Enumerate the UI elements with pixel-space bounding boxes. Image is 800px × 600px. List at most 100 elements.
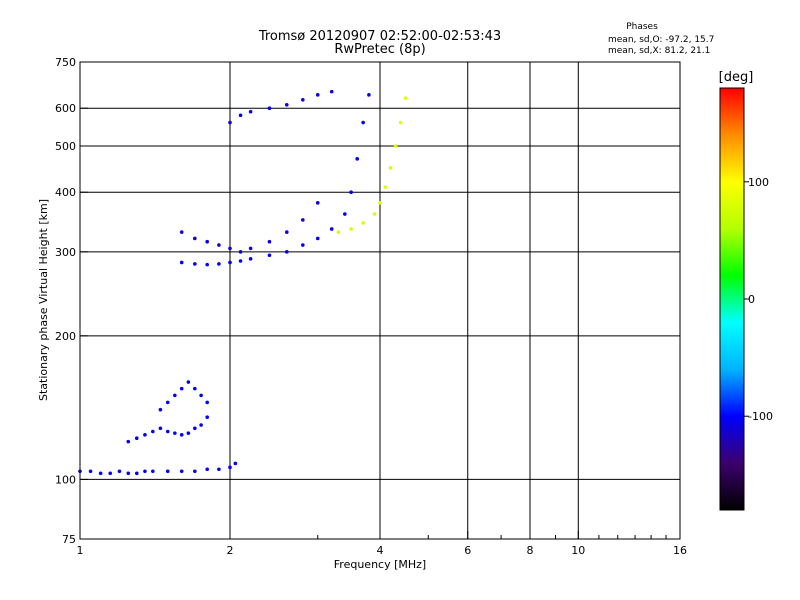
echo-point <box>315 201 320 205</box>
echo-point <box>158 407 163 412</box>
echo-point <box>301 243 305 247</box>
echo-point <box>199 393 203 398</box>
echo-point <box>217 262 221 266</box>
echo-point <box>378 201 382 205</box>
echo-point <box>217 243 221 247</box>
echo-point <box>205 467 209 472</box>
colorbar <box>719 87 745 511</box>
echo-point <box>393 144 398 148</box>
echo-point <box>134 471 139 476</box>
echo-point <box>329 227 334 231</box>
echo-point <box>329 89 334 94</box>
phases-o-stats: mean, sd,O: -97.2, 15.7 <box>608 35 714 45</box>
echo-point <box>165 429 170 434</box>
echo-point <box>117 469 122 474</box>
y-axis-label: Stationary phase Virtual Height [km] <box>37 199 50 401</box>
y-tick-label: 400 <box>55 186 76 199</box>
echo-point <box>233 461 238 466</box>
y-axis: 75 100 200 300 400 500 600 750 <box>55 56 88 546</box>
echo-point <box>267 253 272 258</box>
x-tick-label: 8 <box>527 544 534 557</box>
y-tick-label: 100 <box>55 473 76 486</box>
echo-point <box>228 120 232 125</box>
phases-title: Phases <box>626 22 658 32</box>
echo-point <box>165 400 170 405</box>
echo-point <box>336 230 341 234</box>
echo-point <box>361 120 365 125</box>
echo-point <box>361 221 365 225</box>
echo-point <box>193 469 197 474</box>
chart-title: Tromsø 20120907 02:52:00-02:53:43 <box>258 29 501 44</box>
echo-point <box>238 113 243 118</box>
colorbar-tick-label: 0 <box>748 293 755 306</box>
echo-point <box>238 250 243 254</box>
echo-point <box>126 439 131 444</box>
y-tick-label: 200 <box>55 330 76 343</box>
echo-point <box>179 260 184 265</box>
y-tick-label: 600 <box>55 102 76 115</box>
y-tick-label: 750 <box>55 56 76 69</box>
chart-subtitle: RwPretec (8p) <box>334 42 425 57</box>
echo-point <box>98 471 103 476</box>
echo-point <box>301 97 305 102</box>
colorbar-label: [deg] <box>719 70 754 85</box>
echo-point <box>205 400 209 405</box>
y-tick-label: 300 <box>55 246 76 259</box>
x-axis-label: Frequency [MHz] <box>334 558 426 571</box>
echo-point <box>179 433 184 437</box>
echo-point <box>355 157 359 161</box>
echo-point <box>267 239 272 244</box>
echo-point <box>158 426 163 431</box>
x-tick-label: 2 <box>227 544 234 557</box>
echo-point <box>284 230 289 234</box>
echo-point <box>151 429 155 434</box>
echo-point <box>372 212 377 216</box>
echo-point <box>343 212 347 216</box>
x-axis: 1 2 4 6 8 10 16 <box>77 531 687 557</box>
echo-point <box>383 185 388 189</box>
echo-point <box>165 469 170 474</box>
echo-point <box>367 93 371 97</box>
echo-point <box>284 250 289 254</box>
echo-point <box>88 469 93 474</box>
echo-point <box>284 103 289 107</box>
phases-x-stats: mean, sd,X: 81.2, 21.1 <box>608 46 710 56</box>
x-tick-label: 6 <box>464 544 471 557</box>
x-tick-label: 1 <box>77 544 84 557</box>
x-tick-label: 4 <box>377 544 384 557</box>
echo-point <box>205 262 209 267</box>
echo-point <box>228 260 232 265</box>
echo-point <box>143 433 147 437</box>
y-tick-label: 75 <box>62 533 76 546</box>
echo-point <box>199 423 203 427</box>
echo-point <box>179 469 184 474</box>
colorbar-ticks: 100 0 -100 <box>744 176 773 423</box>
echo-point <box>193 386 197 391</box>
x-tick-label: 10 <box>571 544 585 557</box>
echo-point <box>267 106 272 111</box>
echo-point <box>108 471 113 476</box>
colorbar-tick-label: -100 <box>748 410 773 423</box>
data-points <box>78 89 408 476</box>
echo-point <box>143 469 147 474</box>
echo-point <box>186 431 191 435</box>
echo-point <box>151 469 155 474</box>
echo-point <box>173 431 177 435</box>
echo-point <box>228 465 232 470</box>
echo-point <box>217 467 221 472</box>
echo-point <box>134 436 139 441</box>
x-tick-label: 16 <box>673 544 687 557</box>
echo-point <box>179 230 184 234</box>
echo-point <box>205 415 209 420</box>
echo-point <box>126 471 131 476</box>
echo-point <box>193 236 197 241</box>
echo-point <box>315 93 320 97</box>
echo-point <box>349 190 353 195</box>
echo-point <box>238 259 243 263</box>
echo-point <box>248 257 253 261</box>
echo-point <box>173 393 177 398</box>
echo-point <box>193 262 197 266</box>
y-tick-label: 500 <box>55 140 76 153</box>
echo-point <box>186 380 191 384</box>
